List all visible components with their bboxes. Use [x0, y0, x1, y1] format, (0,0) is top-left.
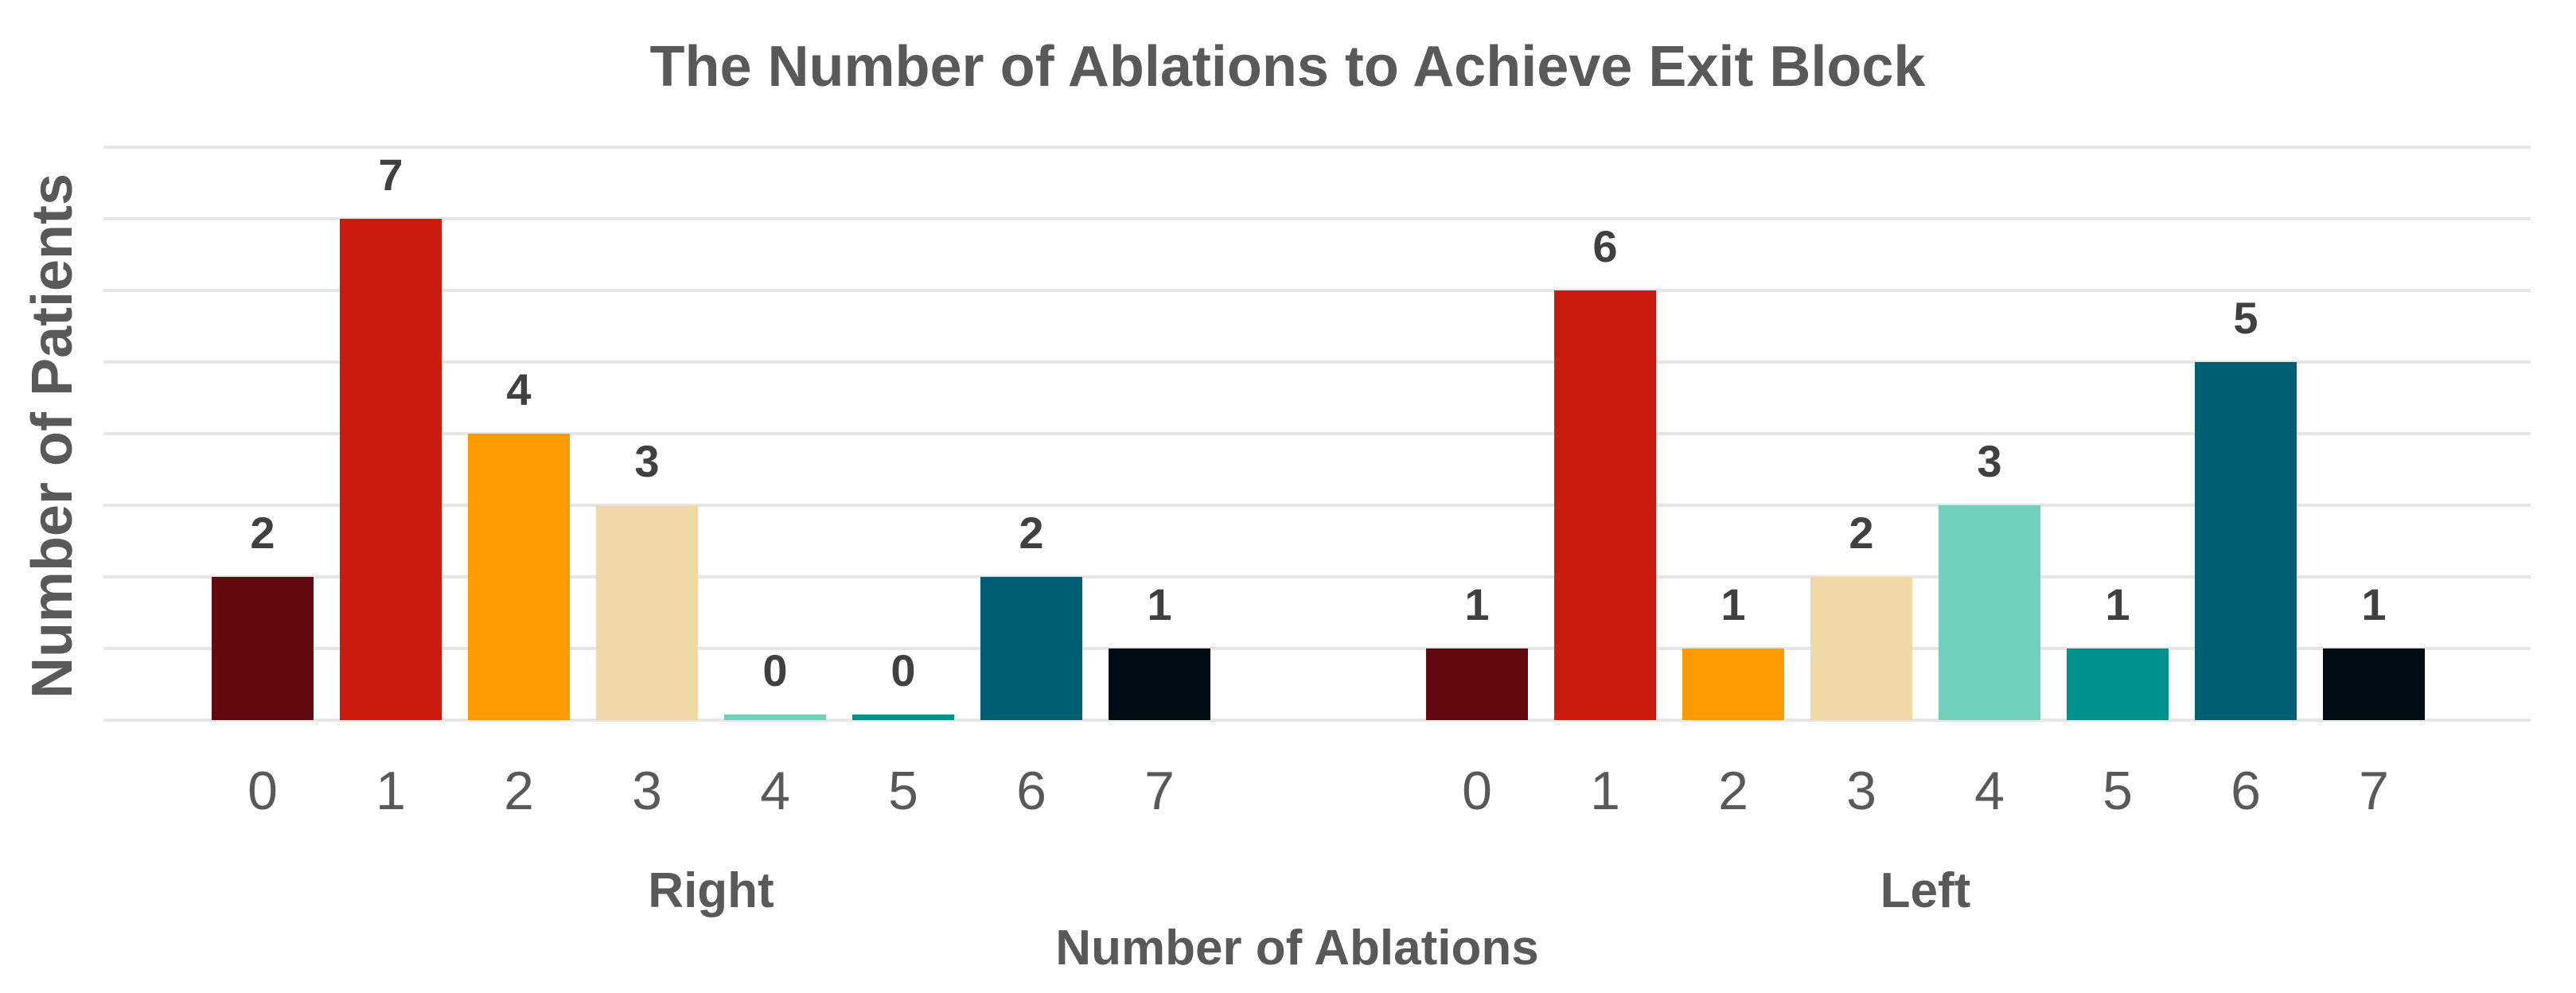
- y-axis-label: Number of Patients: [21, 173, 84, 699]
- x-axis-label: Number of Ablations: [1055, 921, 1538, 975]
- bar: [340, 219, 442, 720]
- x-tick-label: 7: [1144, 761, 1175, 821]
- bar: [1554, 290, 1656, 720]
- chart-title: The Number of Ablations to Achieve Exit …: [650, 35, 1927, 99]
- data-label: 1: [1147, 579, 1171, 629]
- x-tick-label: 4: [1974, 761, 2005, 821]
- data-label: 5: [2233, 293, 2258, 343]
- data-label: 1: [1464, 579, 1489, 629]
- bar: [2195, 362, 2297, 720]
- x-tick-label: 5: [888, 761, 918, 821]
- data-label: 1: [2105, 579, 2130, 629]
- bar: [212, 577, 314, 720]
- bar: [2067, 648, 2169, 720]
- data-label: 3: [634, 436, 659, 486]
- x-tick-label: 3: [1846, 761, 1876, 821]
- bar: [724, 715, 826, 720]
- bar: [1109, 648, 1210, 720]
- data-label: 2: [1019, 508, 1043, 558]
- data-label: 7: [378, 150, 403, 200]
- bar: [1682, 648, 1784, 720]
- data-label: 0: [890, 645, 915, 695]
- x-tick-label: 1: [1590, 761, 1620, 821]
- x-tick-label: 2: [504, 761, 534, 821]
- bars: [212, 219, 2425, 720]
- data-label: 0: [762, 645, 787, 695]
- data-label: 3: [1977, 436, 2001, 486]
- bar: [596, 505, 698, 720]
- x-tick-label: 6: [2231, 761, 2261, 821]
- group-labels: Right Left: [648, 863, 1970, 918]
- x-tick-label: 4: [760, 761, 790, 821]
- x-tick-label: 5: [2102, 761, 2133, 821]
- data-label: 1: [2361, 579, 2386, 629]
- bar: [1939, 505, 2040, 720]
- x-tick-label: 7: [2359, 761, 2389, 821]
- bar: [468, 434, 570, 720]
- x-tick-label: 2: [1718, 761, 1748, 821]
- x-tick-label: 3: [632, 761, 662, 821]
- data-label: 1: [1721, 579, 1745, 629]
- x-tick-label: 0: [247, 761, 278, 821]
- data-label: 4: [506, 364, 531, 415]
- data-label: 2: [250, 508, 275, 558]
- x-tick-label: 0: [1462, 761, 1492, 821]
- group-label: Left: [1880, 863, 1971, 918]
- bar: [2323, 648, 2425, 720]
- bar: [1810, 577, 1912, 720]
- x-tick-label: 6: [1016, 761, 1046, 821]
- gridlines: [103, 146, 2531, 722]
- x-tick-labels: 0 1 2 3 4 5 6 7 0 1 2 3 4 5 6 7: [247, 761, 2389, 821]
- bar: [980, 577, 1082, 720]
- bar: [852, 715, 954, 720]
- bar: [1426, 648, 1528, 720]
- data-label: 2: [1849, 508, 1873, 558]
- group-label: Right: [648, 863, 774, 918]
- data-label: 6: [1592, 221, 1617, 271]
- x-tick-label: 1: [376, 761, 406, 821]
